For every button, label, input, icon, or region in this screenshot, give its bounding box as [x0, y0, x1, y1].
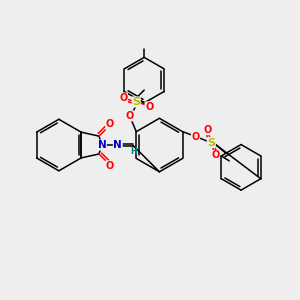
Text: S: S — [132, 97, 140, 107]
Text: O: O — [106, 119, 114, 129]
Text: S: S — [207, 138, 215, 148]
Text: N: N — [98, 140, 106, 150]
Text: O: O — [203, 125, 212, 135]
Text: H: H — [130, 148, 137, 157]
Text: O: O — [191, 132, 200, 142]
Text: O: O — [106, 161, 114, 171]
Text: O: O — [145, 102, 153, 112]
Text: N: N — [113, 140, 122, 150]
Text: O: O — [211, 150, 219, 161]
Text: O: O — [125, 111, 134, 121]
Text: O: O — [119, 93, 128, 103]
